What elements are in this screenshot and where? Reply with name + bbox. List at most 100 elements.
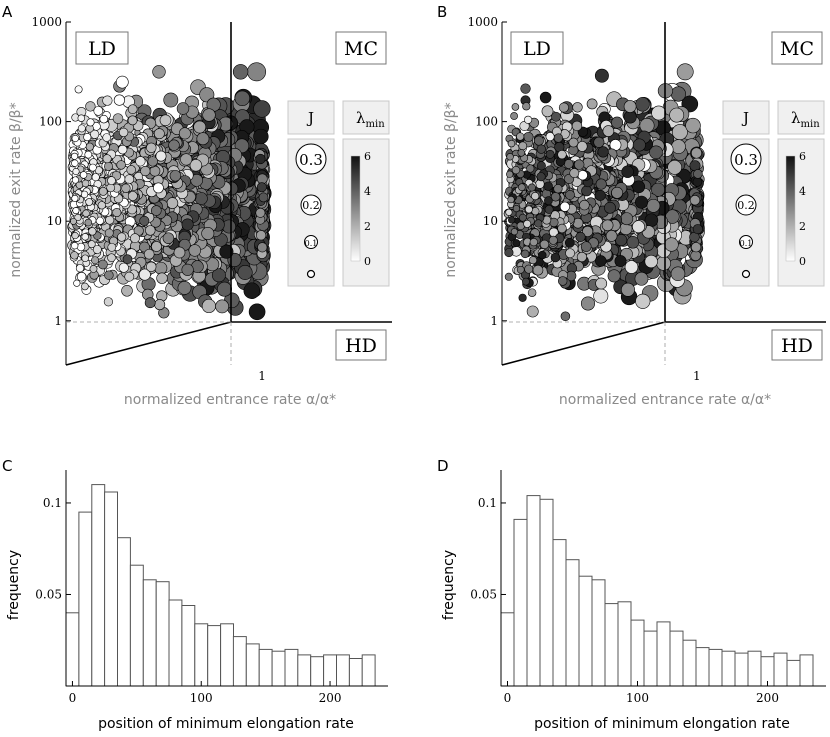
scatter-point [82, 209, 90, 218]
scatter-point [104, 161, 113, 171]
scatter-point [575, 231, 586, 242]
y-tick-label: 10 [483, 214, 498, 228]
histogram-bar [565, 559, 580, 687]
histogram-bar [786, 659, 801, 687]
scatter-point [85, 198, 94, 206]
scatter-point [620, 212, 634, 226]
histogram-bar [181, 605, 196, 687]
region-hd-a: HD [335, 329, 387, 361]
scatter-point [92, 245, 102, 254]
scatter-point [671, 139, 686, 154]
histogram-bar [104, 491, 118, 687]
histogram-bar [682, 639, 697, 687]
scatter-point [117, 232, 127, 242]
scatter-point [545, 149, 555, 159]
scatter-point [166, 197, 179, 209]
histogram-bars-d [500, 495, 814, 687]
histogram-bar [258, 648, 273, 687]
scatter-point [507, 196, 515, 204]
scatter-point [564, 237, 575, 248]
scatter-point [518, 213, 527, 222]
scatter-point [181, 263, 194, 276]
scatter-point [121, 285, 133, 297]
scatter-point [196, 132, 210, 146]
scatter-point [649, 145, 663, 160]
histogram-bar [721, 650, 736, 687]
scatter-point [595, 255, 607, 267]
region-label-mc-b: MC [780, 38, 814, 60]
scatter-point [526, 164, 535, 173]
histogram-bar [539, 498, 554, 687]
scatter-point [173, 246, 186, 259]
scatter-point [113, 94, 125, 106]
scatter-point [76, 242, 86, 252]
scatter-point [176, 102, 190, 115]
size-legend-label-0-3-b: 0.3 [734, 151, 758, 169]
y-ticks-d: 0.050.1 [470, 496, 506, 601]
size-legend-label-0-3-a: 0.3 [299, 151, 323, 169]
size-legend-circle-0-3-a [295, 143, 327, 175]
histogram-bar [142, 579, 157, 687]
scatter-point [558, 102, 569, 113]
scatter-point [117, 144, 128, 155]
scatter-point [536, 172, 546, 182]
region-label-hd-b: HD [781, 335, 813, 357]
scatter-point [102, 133, 111, 142]
histogram-bar [604, 603, 619, 687]
scatter-point [154, 299, 166, 311]
scatter-point [580, 296, 596, 311]
scatter-point [81, 254, 89, 263]
scatter-point [102, 95, 113, 106]
color-bar-tick-label: 2 [799, 220, 806, 233]
scatter-point [518, 293, 527, 302]
scatter-point [545, 132, 555, 142]
histogram-bar [194, 623, 209, 687]
scatter-point [632, 180, 646, 194]
histogram-bar [297, 654, 312, 687]
color-bar-a [350, 155, 361, 262]
histogram-bar [245, 643, 260, 687]
scatter-point [127, 204, 138, 215]
scatter-point [541, 105, 554, 118]
scatter-point [124, 271, 135, 282]
scatter-point [71, 242, 79, 250]
scatter-point [84, 218, 93, 227]
scatter-point [524, 264, 534, 274]
scatter-point [211, 268, 226, 283]
scatter-point [676, 63, 694, 81]
scatter-point [559, 201, 570, 212]
scatter-point [147, 156, 158, 167]
scatter-point [536, 161, 546, 171]
scatter-point [215, 299, 229, 314]
scatter-point [162, 232, 175, 244]
histogram-bar [708, 648, 723, 687]
scatter-point [535, 179, 545, 189]
scatter-point [565, 189, 575, 200]
scatter-point [116, 160, 126, 170]
scatter-point [614, 255, 627, 268]
scatter-point [529, 238, 538, 247]
y-axis-label-d: frequency [441, 550, 457, 620]
scatter-point [667, 160, 683, 175]
scatter-point [656, 255, 671, 271]
scatter-point [232, 64, 249, 80]
scatter-point [518, 141, 528, 151]
scatter-point [151, 241, 162, 252]
y-tick-label: 100 [475, 115, 498, 129]
region-label-hd-a: HD [345, 335, 377, 357]
scatter-point [670, 86, 686, 102]
scatter-points-a [67, 62, 272, 321]
scatter-point [607, 269, 621, 283]
histogram-panel-c: 0.050.1 0 100 200 position of minimum elon… [6, 470, 388, 732]
scatter-point [85, 101, 96, 112]
scatter-point [237, 264, 253, 280]
scatter-point [201, 227, 215, 240]
histogram-bar [348, 658, 363, 687]
scatter-point [571, 120, 583, 132]
scatter-point [523, 219, 532, 228]
scatter-point [621, 282, 635, 297]
scatter-point [248, 303, 266, 321]
size-legend-circle-min-a [306, 269, 316, 279]
